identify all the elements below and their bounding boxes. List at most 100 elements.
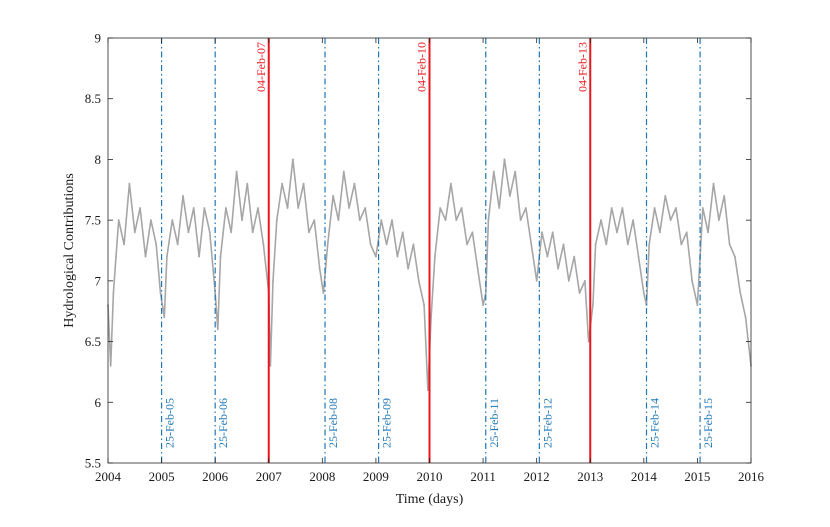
data-point: [417, 280, 420, 282]
data-point: [562, 243, 565, 246]
blue-marker-label: 25-Feb-14: [648, 398, 662, 448]
blue-marker-label: 25-Feb-06: [216, 398, 230, 448]
data-point: [455, 219, 458, 222]
blue-marker-label: 25-Feb-05: [163, 398, 177, 448]
data-point: [198, 255, 201, 258]
data-point: [423, 304, 425, 306]
data-point: [642, 292, 645, 294]
data-point: [675, 207, 677, 209]
data-point: [530, 243, 533, 246]
data-point: [235, 170, 238, 173]
data-point: [664, 195, 667, 197]
y-tick-label: 8: [95, 152, 102, 167]
data-point: [482, 304, 484, 306]
data-point: [546, 255, 549, 258]
y-tick-label: 7.5: [85, 213, 101, 228]
data-point: [573, 255, 576, 258]
data-point: [551, 231, 554, 234]
data-point: [621, 207, 624, 209]
data-point: [401, 231, 404, 234]
series-line: [107, 158, 752, 391]
data-point: [176, 243, 179, 246]
x-tick-label: 2013: [577, 469, 603, 484]
marker-layer: 25-Feb-05 25-Feb-06 25-Feb-08 25-Feb-09 25-F…: [160, 38, 715, 463]
data-point: [718, 219, 720, 222]
red-marker-label: 04-Feb-10: [415, 42, 429, 92]
data-point: [159, 292, 162, 294]
data-point: [557, 267, 559, 270]
data-point: [216, 328, 219, 331]
data-point: [257, 207, 259, 209]
data-point: [616, 231, 618, 234]
blue-marker-label: 25-Feb-08: [326, 398, 340, 448]
data-point: [744, 316, 747, 319]
data-point: [701, 207, 704, 209]
data-point: [707, 231, 709, 234]
data-point: [594, 243, 597, 246]
data-point: [487, 219, 490, 222]
data-point: [592, 304, 594, 306]
y-tick-label: 5.5: [85, 456, 101, 471]
data-point: [203, 207, 206, 209]
x-tick-label: 2008: [309, 469, 335, 484]
data-point: [610, 207, 613, 209]
data-point: [358, 219, 361, 222]
data-point: [318, 267, 321, 270]
data-point: [337, 219, 340, 222]
data-point: [150, 219, 152, 222]
data-point: [492, 170, 495, 173]
data-point: [434, 255, 436, 258]
data-point: [332, 195, 334, 197]
data-point: [584, 280, 586, 282]
x-tick-label: 2010: [417, 469, 443, 484]
y-tick-label: 7: [95, 273, 102, 288]
red-marker-label: 04-Feb-13: [575, 42, 589, 92]
data-point: [275, 219, 278, 222]
data-point: [632, 219, 634, 222]
data-point: [680, 243, 683, 246]
data-point: [139, 207, 142, 209]
data-point: [525, 207, 527, 209]
x-tick-label: 2015: [684, 469, 710, 484]
data-point: [514, 170, 517, 173]
data-point: [208, 231, 211, 234]
data-point: [685, 231, 688, 234]
data-point: [166, 255, 168, 258]
data-point: [723, 195, 726, 197]
y-tick-label: 9: [95, 31, 102, 46]
data-point: [739, 292, 742, 294]
data-point: [171, 219, 174, 222]
data-point: [219, 255, 222, 258]
x-tick-label: 2016: [738, 469, 765, 484]
data-point: [302, 182, 305, 185]
data-point: [262, 243, 265, 246]
blue-marker-label: 25-Feb-15: [701, 398, 715, 448]
data-point: [587, 340, 590, 343]
data-point: [734, 255, 736, 258]
data-point: [669, 219, 672, 222]
data-point: [326, 243, 329, 246]
series-layer: [107, 158, 752, 391]
data-point: [297, 207, 300, 209]
data-point: [348, 207, 350, 209]
data-point: [109, 365, 112, 367]
data-point: [427, 389, 429, 391]
data-point: [466, 243, 468, 246]
data-point: [450, 182, 452, 185]
x-tick-label: 2011: [470, 469, 496, 484]
red-marker-label: 04-Feb-07: [254, 42, 268, 92]
data-point: [412, 243, 415, 246]
data-point: [292, 158, 294, 161]
data-point: [230, 231, 233, 234]
blue-marker-label: 25-Feb-12: [540, 398, 554, 448]
data-point: [567, 280, 570, 282]
data-point: [342, 170, 345, 173]
data-point: [535, 280, 538, 282]
blue-marker-label: 25-Feb-11: [487, 398, 501, 448]
data-point: [241, 219, 243, 222]
data-point: [182, 195, 184, 197]
data-point: [163, 316, 166, 319]
y-axis-label: Hydrological Contributions: [62, 173, 77, 327]
data-point: [214, 292, 217, 294]
data-point: [476, 267, 479, 270]
